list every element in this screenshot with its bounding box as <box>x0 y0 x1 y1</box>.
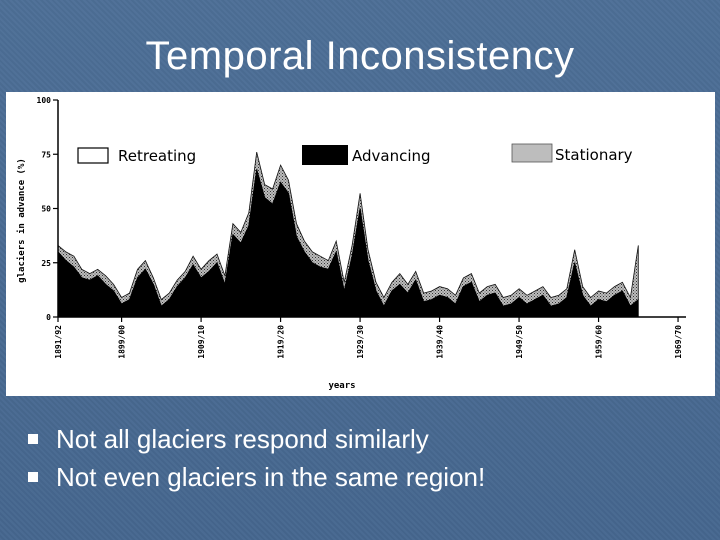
glacier-advance-chart: 0 25 50 75 100 1891/92 1899/00 1909/10 1919/20 19… <box>16 96 686 391</box>
axes: 0 25 50 75 100 1891/92 1899/00 1909/10 1919/20 19… <box>16 96 686 391</box>
plot-area <box>57 152 639 318</box>
y-tick-label: 50 <box>41 205 51 214</box>
y-tick-label: 100 <box>37 96 52 105</box>
bullet-square-icon <box>28 472 38 483</box>
legend-swatch-advancing <box>302 145 348 165</box>
x-tick-label: 1919/20 <box>277 325 286 359</box>
chart-panel: 0 25 50 75 100 1891/92 1899/00 1909/10 1919/20 19… <box>6 92 715 396</box>
y-axis-title: glaciers in advance (%) <box>16 158 27 283</box>
x-tick-label: 1939/40 <box>436 325 445 359</box>
slide-title: Temporal Inconsistency <box>145 34 575 78</box>
bullet-text: Not even glaciers in the same region! <box>56 462 486 492</box>
x-tick-label: 1949/50 <box>515 325 524 359</box>
series-advancing-area <box>57 169 639 318</box>
legend: Retreating Advancing Stationary <box>77 143 633 165</box>
bullet-item: Not even glaciers in the same region! <box>28 458 485 496</box>
legend-label-advancing: Advancing <box>352 147 431 165</box>
bullet-square-icon <box>28 434 38 445</box>
x-axis-title: years <box>328 381 355 391</box>
y-tick-label: 0 <box>46 313 51 322</box>
legend-swatch-retreating <box>77 147 109 164</box>
y-tick-label: 25 <box>41 259 51 268</box>
x-tick-label: 1959/60 <box>595 325 604 359</box>
legend-label-retreating: Retreating <box>118 147 196 165</box>
y-tick-label: 75 <box>41 150 51 159</box>
x-tick-label: 1929/30 <box>356 325 365 359</box>
legend-label-stationary: Stationary <box>555 146 633 164</box>
x-tick-label: 1899/00 <box>118 325 127 359</box>
x-tick-label: 1909/10 <box>197 325 206 359</box>
bullet-text: Not all glaciers respond similarly <box>56 424 429 454</box>
x-tick-label: 1891/92 <box>54 325 63 359</box>
bullet-item: Not all glaciers respond similarly <box>28 420 485 458</box>
x-tick-label: 1969/70 <box>674 325 683 359</box>
legend-swatch-stationary <box>511 143 553 163</box>
bullet-list: Not all glaciers respond similarly Not e… <box>28 420 485 496</box>
